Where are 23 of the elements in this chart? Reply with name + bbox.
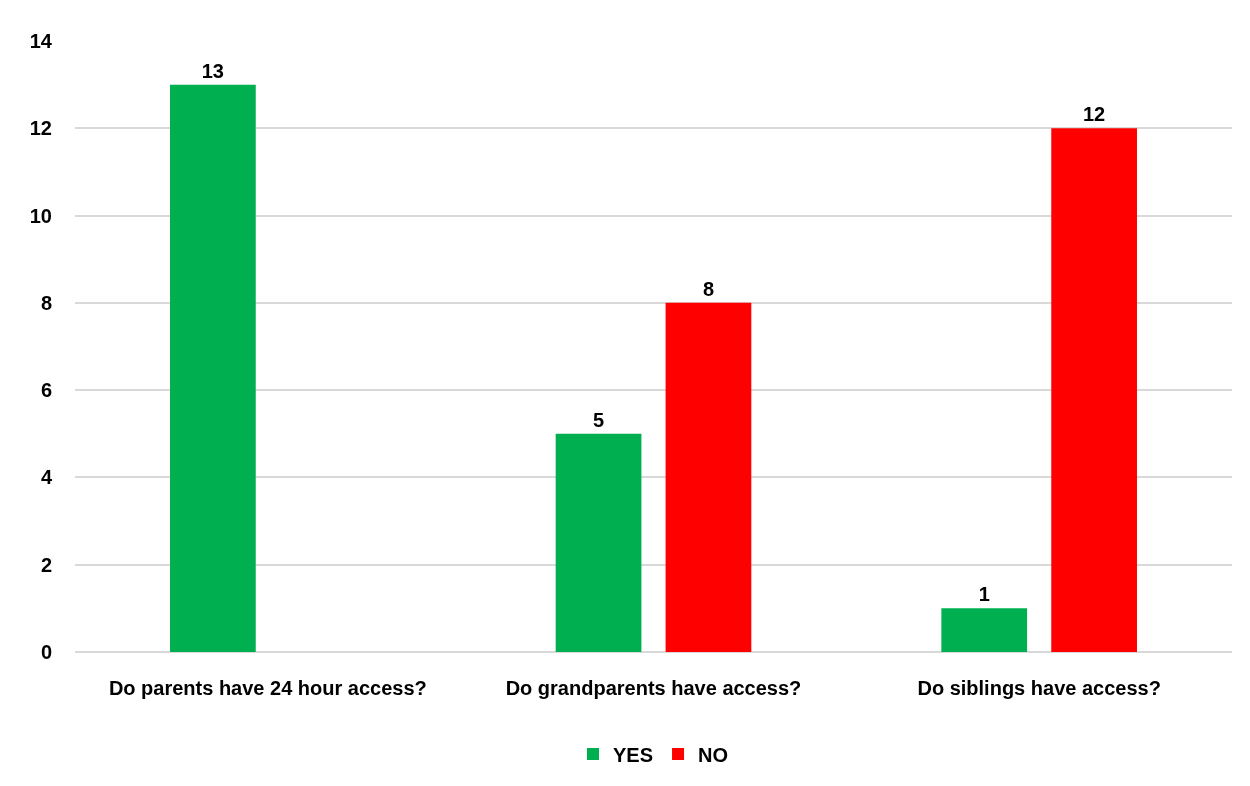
bar xyxy=(665,302,752,652)
data-label: 12 xyxy=(1083,103,1106,126)
bar xyxy=(170,84,256,652)
y-tick-label: 10 xyxy=(29,204,52,227)
y-tick-label: 6 xyxy=(40,379,52,402)
y-tick-label: 2 xyxy=(40,553,52,576)
x-tick-label: Do siblings have access? xyxy=(917,677,1161,699)
y-tick-label: 14 xyxy=(29,30,53,52)
legend-label: NO xyxy=(698,743,729,766)
x-tick-label: Do grandparents have access? xyxy=(505,677,802,699)
bar xyxy=(941,608,1028,652)
data-label: 1 xyxy=(978,583,990,606)
data-label: 8 xyxy=(702,277,715,300)
bar xyxy=(555,433,642,652)
y-tick-label: 8 xyxy=(40,291,52,314)
y-tick-label: 12 xyxy=(29,117,52,140)
y-tick-label: 0 xyxy=(40,641,52,663)
legend-label: YES xyxy=(613,743,654,766)
data-label: 5 xyxy=(592,408,605,431)
y-tick-label: 4 xyxy=(40,466,53,489)
bar xyxy=(1051,128,1137,652)
x-tick-label: Do parents have 24 hour access? xyxy=(108,677,427,699)
data-label: 13 xyxy=(201,59,224,82)
